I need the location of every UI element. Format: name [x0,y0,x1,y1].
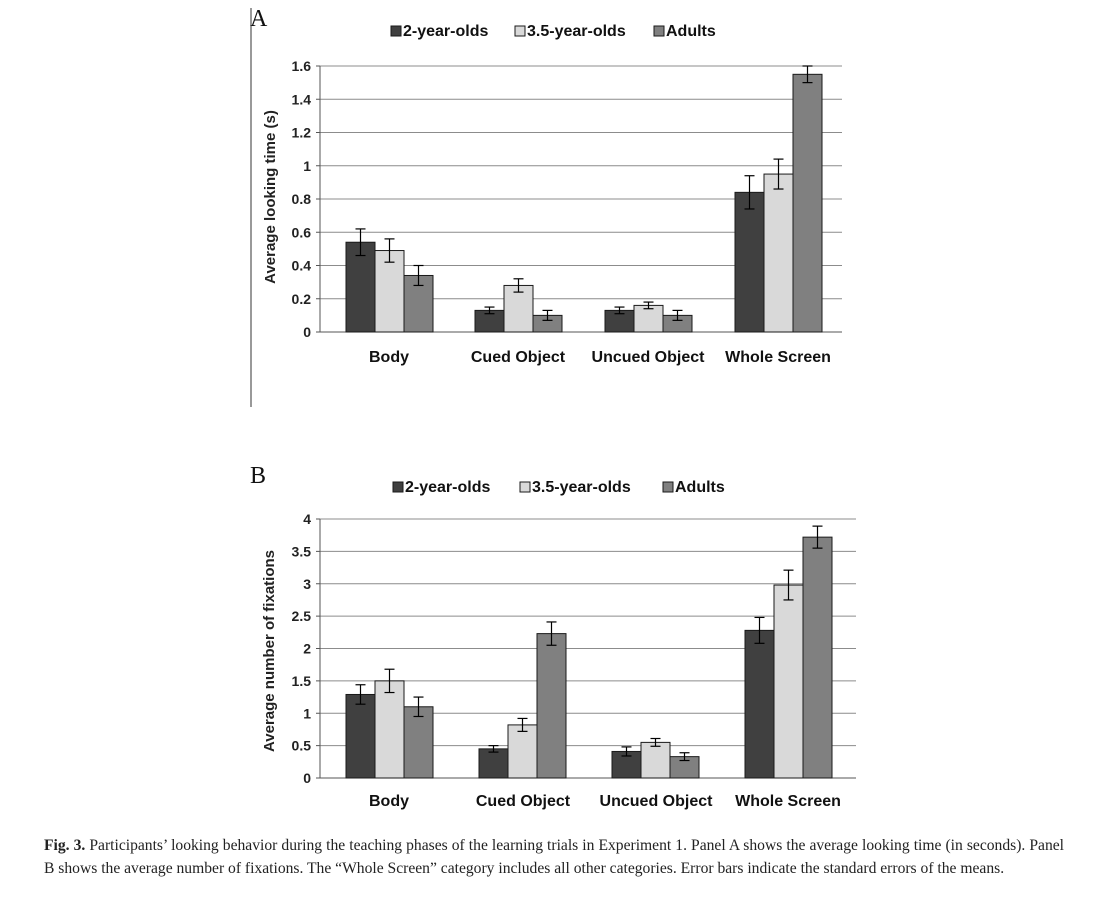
x-category-label: Body [369,793,409,810]
y-tick-label: 0.5 [292,738,312,754]
caption-label: Fig. 3. [44,837,86,854]
panel-a-letter: A [250,6,268,32]
x-category-label: Uncued Object [600,793,714,810]
bar [773,584,804,779]
legend-label: 3.5-year-olds [527,23,626,40]
bar [734,191,765,333]
y-tick-label: 1.5 [292,673,312,689]
x-category-label: Body [369,349,409,366]
panel-b: B 0 0.5 1 1.5 2 2.5 3 3.5 4 Body Cued Object Uncued… [250,463,856,810]
y-tick-label: 1 [303,705,311,721]
x-category-label: Whole Screen [735,793,841,810]
legend-label: Adults [675,479,725,496]
legend-swatch [390,25,402,37]
y-tick-label: 4 [303,511,311,527]
y-tick-label: 0 [303,770,311,786]
y-tick-label: 3 [303,576,311,592]
bar [403,706,434,779]
panel-b-letter: B [250,463,266,489]
bar [345,693,376,779]
bar [345,241,376,333]
y-tick-label: 0.6 [292,224,312,240]
bar [792,73,823,333]
y-tick-label: 0.2 [292,291,312,307]
y-tick-label: 1.2 [292,125,312,141]
bar [374,680,405,779]
legend-label: Adults [666,23,716,40]
y-tick-label: 0.4 [292,258,312,274]
y-tick-label: 3.5 [292,543,312,559]
x-category-label: Uncued Object [592,349,706,366]
bar [536,633,567,779]
x-category-label: Cued Object [476,793,571,810]
legend-swatch [514,25,526,37]
y-axis-label: Average looking time (s) [262,110,279,284]
bar [763,173,794,333]
legend-swatch [392,481,404,493]
legend-swatch [519,481,531,493]
bar [633,304,664,333]
legend-swatch [662,481,674,493]
y-tick-label: 2 [303,641,311,657]
bar [478,748,509,779]
x-category-label: Whole Screen [725,349,831,366]
y-axis-label: Average number of fixations [261,550,278,752]
y-tick-label: 1 [303,158,311,174]
legend-swatch [653,25,665,37]
x-category-label: Cued Object [471,349,566,366]
bar [744,629,775,779]
caption-text: Participants’ looking behavior during th… [44,837,1064,877]
bar [802,536,833,779]
y-tick-label: 2.5 [292,608,312,624]
legend-label: 3.5-year-olds [532,479,631,496]
panel-a: A 0 0.2 0.4 0.6 0.8 1 1.2 1.4 1.6 Body Cued Object… [250,6,842,407]
bar [507,724,538,779]
y-tick-label: 1.6 [292,58,312,74]
y-tick-label: 0.8 [292,191,312,207]
legend-label: 2-year-olds [405,479,490,496]
y-tick-label: 1.4 [292,91,312,107]
legend-label: 2-year-olds [403,23,488,40]
y-tick-label: 0 [303,324,311,340]
figure-caption: Fig. 3. Participants’ looking behavior d… [44,834,1064,880]
bar [640,741,671,779]
